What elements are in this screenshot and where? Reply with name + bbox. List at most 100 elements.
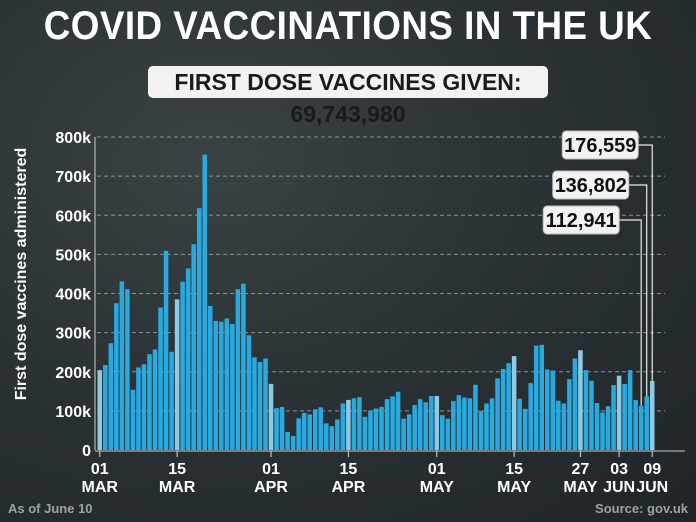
bar xyxy=(114,303,119,450)
y-tick-label: 400k xyxy=(55,287,91,304)
bar xyxy=(395,391,401,450)
bar xyxy=(467,398,473,450)
annotation-leader-line xyxy=(619,219,642,406)
bar xyxy=(246,335,252,450)
x-tick-month: MAR xyxy=(82,479,119,496)
bar xyxy=(307,414,312,450)
bar xyxy=(600,412,605,450)
bar xyxy=(533,345,539,450)
x-tick-month: MAY xyxy=(497,479,531,496)
bar xyxy=(556,400,561,450)
bar xyxy=(589,380,594,450)
bar xyxy=(506,363,511,450)
annotation-box xyxy=(542,205,620,235)
bar xyxy=(312,409,318,450)
bar xyxy=(390,396,395,450)
bar xyxy=(285,432,290,450)
as-of-date: As of June 10 xyxy=(8,501,93,516)
y-tick-label: 200k xyxy=(55,365,91,382)
bar xyxy=(257,361,263,450)
source-label: Source: gov.uk xyxy=(595,501,688,516)
y-tick-label: 800k xyxy=(55,130,91,147)
bar xyxy=(561,403,567,450)
bar xyxy=(644,396,649,450)
bar xyxy=(412,405,417,450)
bar xyxy=(279,406,285,450)
bar xyxy=(633,399,638,450)
bar xyxy=(290,435,296,450)
bar xyxy=(423,402,428,450)
bar xyxy=(213,320,219,450)
bar xyxy=(434,396,440,450)
bar xyxy=(605,406,611,450)
bar xyxy=(401,418,406,450)
bar xyxy=(235,289,241,450)
bar xyxy=(451,401,456,450)
bar xyxy=(572,358,578,450)
bar xyxy=(440,415,445,450)
bar xyxy=(351,398,357,450)
y-tick-label: 300k xyxy=(55,326,91,343)
annotation-label: 176,559 xyxy=(564,135,636,157)
bar xyxy=(368,410,373,450)
bar xyxy=(274,408,279,450)
y-tick-label: 600k xyxy=(55,208,91,225)
bar xyxy=(130,389,136,450)
bar xyxy=(152,349,158,450)
bar xyxy=(406,414,412,450)
bar xyxy=(103,365,108,450)
bar xyxy=(616,375,622,450)
bar xyxy=(125,289,130,450)
bar xyxy=(163,250,169,450)
x-tick-month: JUN xyxy=(636,479,668,496)
bar xyxy=(473,384,478,450)
bar xyxy=(268,383,274,450)
bar xyxy=(174,299,180,450)
bar xyxy=(649,380,655,450)
x-tick-day: 15 xyxy=(505,461,523,478)
bar xyxy=(379,406,384,450)
bar xyxy=(611,385,616,450)
x-tick-day: 15 xyxy=(339,461,357,478)
x-tick-month: MAY xyxy=(420,479,454,496)
bar xyxy=(583,370,589,450)
bar xyxy=(362,416,368,450)
bar xyxy=(594,403,600,450)
y-tick-label: 0 xyxy=(82,443,91,460)
y-tick-label: 100k xyxy=(55,404,91,421)
bar xyxy=(462,397,467,450)
bar xyxy=(578,350,583,450)
bar xyxy=(445,418,451,450)
bar xyxy=(522,408,528,450)
bar xyxy=(417,399,423,450)
bar xyxy=(318,407,324,450)
bar xyxy=(495,378,500,450)
bar xyxy=(296,418,301,450)
x-tick-day: 03 xyxy=(610,461,628,478)
x-tick-day: 27 xyxy=(572,461,590,478)
annotation-leader-line xyxy=(638,144,653,381)
bar xyxy=(202,154,207,450)
bar xyxy=(169,351,174,450)
bar xyxy=(428,396,434,450)
bar xyxy=(528,383,533,450)
bar xyxy=(545,369,550,450)
bar xyxy=(346,399,351,450)
x-tick-month: MAY xyxy=(563,479,597,496)
y-tick-label: 500k xyxy=(55,247,91,264)
bar xyxy=(230,324,235,450)
bar xyxy=(141,364,147,450)
x-tick-day: 01 xyxy=(428,461,446,478)
bar xyxy=(196,208,202,450)
bar xyxy=(136,367,141,450)
bar xyxy=(252,357,257,450)
bar xyxy=(335,419,340,450)
bar xyxy=(263,358,268,450)
bar xyxy=(219,321,224,450)
bar xyxy=(357,397,362,450)
bar xyxy=(478,410,484,450)
bar xyxy=(324,423,329,450)
bar xyxy=(241,283,246,450)
bar xyxy=(185,268,191,450)
